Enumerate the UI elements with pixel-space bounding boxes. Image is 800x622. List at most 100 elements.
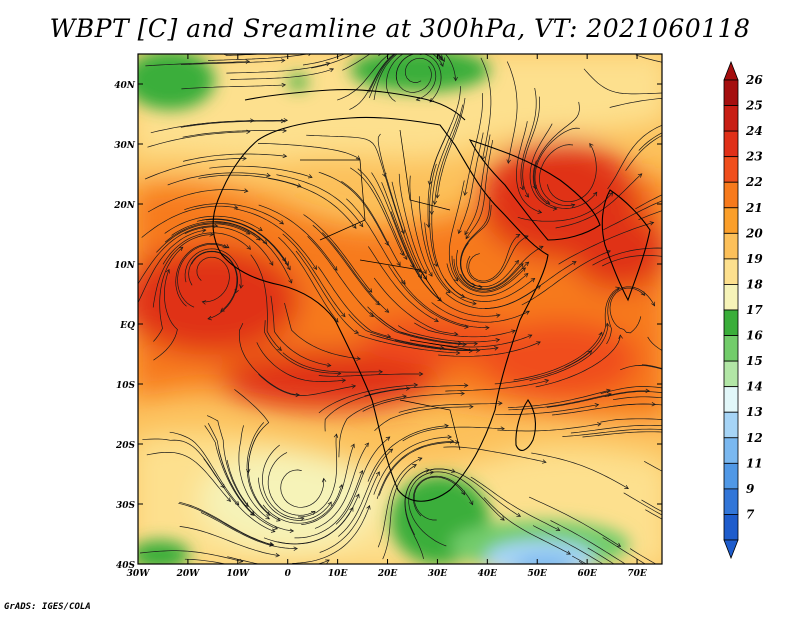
streamline	[318, 384, 418, 414]
streamline	[307, 236, 374, 317]
lon-tick-label: 70E	[627, 569, 647, 579]
streamline	[238, 425, 270, 520]
streamline-arrow	[722, 585, 726, 589]
colorbar-label: 18	[746, 277, 763, 291]
streamline	[446, 263, 529, 297]
streamline-arrow	[514, 259, 519, 265]
streamline-arrow	[356, 356, 361, 361]
streamline-arrow	[676, 91, 680, 95]
streamline	[564, 287, 620, 368]
streamline	[224, 54, 246, 55]
streamline	[394, 339, 499, 351]
streamline-arrow	[472, 301, 477, 306]
streamline	[484, 261, 577, 309]
map-frame	[137, 53, 663, 565]
streamline	[258, 374, 356, 396]
streamline-arrow	[593, 191, 598, 197]
streamline	[635, 194, 662, 210]
streamline-arrow	[281, 257, 286, 263]
streamline	[208, 54, 310, 61]
streamline	[169, 431, 240, 506]
colorbar-label: 24	[745, 124, 763, 138]
streamline	[184, 558, 228, 564]
streamline	[338, 448, 393, 537]
streamline	[419, 471, 505, 521]
lat-tick-label: EQ	[119, 321, 135, 331]
colorbar-label: 12	[746, 431, 763, 445]
field-green-spot	[288, 74, 308, 90]
streamline	[388, 265, 469, 328]
colorbar-label: 17	[746, 303, 763, 317]
streamline	[409, 175, 433, 277]
streamline	[314, 442, 369, 529]
streamline	[647, 336, 662, 351]
streamline-arrow	[460, 391, 465, 396]
streamline-arrow	[527, 334, 533, 339]
streamline	[142, 438, 225, 489]
colorbar-swatch	[723, 156, 739, 183]
streamline-arrow	[417, 273, 423, 279]
streamline	[179, 526, 280, 556]
streamline	[294, 470, 363, 539]
colorbar-label: 22	[745, 175, 763, 189]
streamline	[602, 537, 647, 564]
lat-tick-label: 40N	[114, 81, 136, 91]
streamline-arrow	[445, 288, 451, 294]
field-north-cool	[138, 54, 662, 163]
streamline	[604, 391, 662, 398]
colorbar-swatch	[723, 181, 739, 209]
streamline	[429, 334, 532, 348]
streamline-arrow	[598, 331, 603, 337]
streamline	[600, 386, 662, 394]
streamline-arrow	[572, 261, 577, 266]
streamline-arrow	[444, 423, 449, 429]
streamline	[603, 200, 662, 231]
streamline-arrow	[245, 59, 251, 64]
streamline-arrow	[350, 443, 355, 449]
streamline	[602, 255, 662, 267]
map-title: WBPT [C] and Sreamline at 300hPa, VT: 20…	[49, 14, 751, 43]
streamline-arrow	[419, 371, 424, 377]
streamline-arrow	[275, 553, 281, 558]
streamline-arrow	[269, 542, 274, 547]
streamline	[464, 93, 483, 196]
streamline	[369, 312, 467, 345]
streamline-arrow	[385, 436, 391, 441]
streamline	[546, 390, 650, 408]
streamline	[278, 237, 339, 323]
streamline	[400, 280, 489, 328]
streamline	[609, 97, 662, 108]
streamline	[592, 247, 662, 266]
streamline	[346, 198, 406, 285]
streamline-arrow	[435, 194, 440, 199]
streamline-arrow	[359, 222, 364, 228]
streamline	[456, 249, 524, 291]
streamline	[378, 54, 457, 81]
streamline-arrow	[426, 223, 431, 228]
streamline	[177, 243, 227, 308]
streamline	[384, 174, 421, 273]
streamline-arrow	[674, 597, 678, 601]
streamline	[398, 173, 427, 274]
streamline	[398, 325, 500, 343]
streamline-arrow	[495, 313, 501, 318]
streamline-arrow	[265, 511, 271, 516]
streamline	[453, 258, 529, 292]
streamline	[282, 233, 346, 317]
colorbar-swatch	[723, 360, 739, 388]
streamline	[429, 163, 438, 267]
streamline-arrow	[464, 383, 469, 388]
streamline	[521, 250, 611, 306]
streamline	[382, 464, 417, 560]
streamline-arrow	[341, 312, 346, 318]
streamline	[436, 97, 466, 198]
streamline	[506, 61, 518, 164]
streamline	[144, 158, 247, 180]
streamline-arrow	[234, 288, 239, 294]
streamline-arrow	[209, 232, 214, 237]
streamline-arrow	[422, 269, 427, 275]
streamline	[377, 457, 423, 548]
streamline	[180, 59, 285, 66]
streamline-arrow	[429, 470, 435, 475]
streamline-arrow	[658, 605, 662, 609]
